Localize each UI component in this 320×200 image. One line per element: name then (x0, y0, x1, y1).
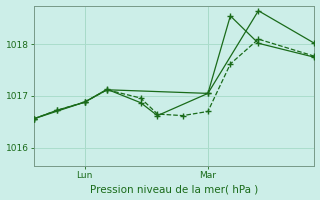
X-axis label: Pression niveau de la mer( hPa ): Pression niveau de la mer( hPa ) (90, 184, 259, 194)
